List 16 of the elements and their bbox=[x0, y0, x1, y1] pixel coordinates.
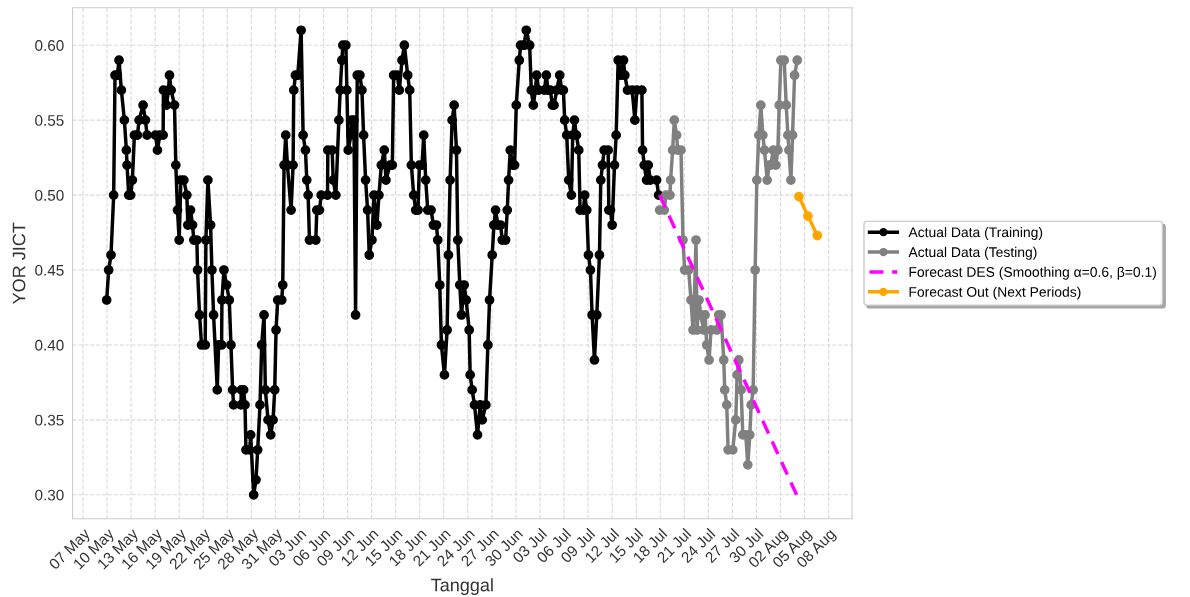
point bbox=[794, 191, 804, 202]
y-tick-label: 0.50 bbox=[35, 189, 64, 201]
y-axis-title: YOR JICT bbox=[12, 222, 26, 305]
legend-label: Forecast DES (Smoothing α=0.6, β=0.1) bbox=[909, 266, 1156, 280]
y-tick-label: 0.30 bbox=[35, 489, 64, 501]
y-tick-label: 0.40 bbox=[35, 339, 64, 351]
y-tick-label: 0.35 bbox=[35, 414, 64, 426]
y-tick-label: 0.45 bbox=[35, 264, 64, 276]
legend-label: Actual Data (Testing) bbox=[908, 246, 1037, 260]
y-tick-label: 0.60 bbox=[35, 40, 64, 51]
x-axis-title: Tanggal bbox=[431, 578, 493, 596]
point bbox=[803, 211, 813, 221]
point bbox=[812, 230, 823, 241]
legend-label: Forecast Out (Next Periods) bbox=[909, 286, 1081, 300]
y-tick-label: 0.55 bbox=[35, 115, 64, 126]
legend-label: Actual Data (Training) bbox=[908, 226, 1043, 240]
